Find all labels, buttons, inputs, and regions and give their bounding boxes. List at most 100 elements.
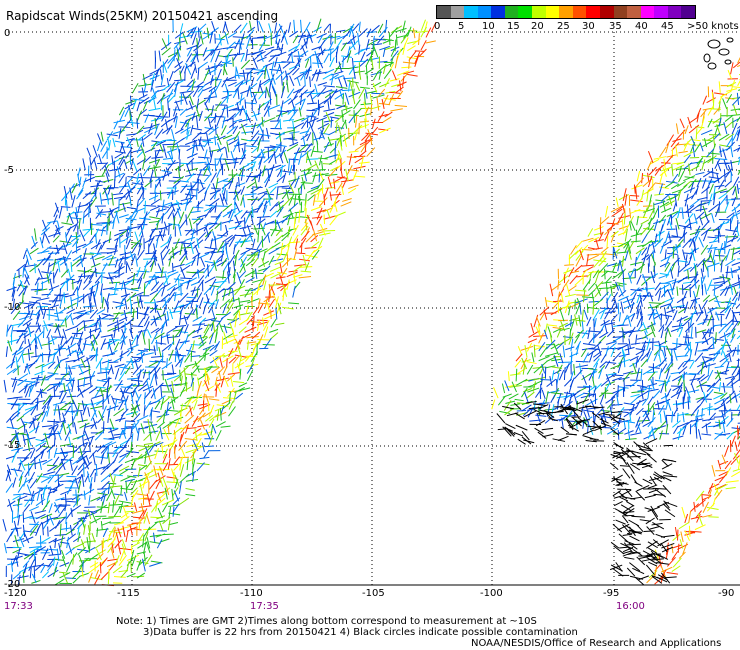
wind-vector <box>249 232 254 242</box>
wind-vector <box>185 493 196 497</box>
wind-vector <box>150 327 160 334</box>
wind-vector <box>650 271 656 284</box>
wind-vector <box>310 112 314 122</box>
wind-vector <box>713 281 725 284</box>
wind-vector <box>294 238 299 250</box>
wind-vector <box>88 565 99 574</box>
wind-vector <box>137 277 143 290</box>
wind-vector <box>246 340 249 350</box>
wind-vector <box>526 342 533 352</box>
wind-vector <box>247 298 260 304</box>
wind-vector <box>11 376 17 388</box>
wind-vector <box>222 402 231 410</box>
wind-vector <box>645 287 650 298</box>
wind-vector <box>312 172 317 183</box>
wind-vector <box>55 308 60 322</box>
wind-vector <box>27 339 32 351</box>
wind-vector <box>533 376 546 381</box>
wind-vector <box>687 116 692 129</box>
wind-vector <box>717 226 721 238</box>
wind-vector <box>190 229 200 236</box>
wind-vector <box>156 299 166 303</box>
wind-vector <box>65 342 77 351</box>
wind-vector <box>306 117 319 124</box>
wind-vector <box>54 324 60 334</box>
wind-vector <box>12 380 18 393</box>
wind-vector <box>642 331 654 340</box>
wind-vector <box>731 364 739 376</box>
wind-vector <box>66 211 75 218</box>
wind-vector <box>275 283 287 286</box>
wind-vector <box>67 345 72 356</box>
wind-vector <box>89 435 94 446</box>
wind-vector <box>206 373 210 385</box>
wind-vector <box>28 301 41 304</box>
wind-vector <box>130 357 134 369</box>
wind-vector <box>144 445 153 453</box>
wind-vector <box>64 577 76 580</box>
wind-vector <box>149 304 159 314</box>
wind-vector <box>574 277 584 286</box>
wind-vector <box>214 202 217 213</box>
wind-vector <box>676 239 684 248</box>
wind-vector <box>135 400 140 412</box>
wind-vector <box>344 92 350 105</box>
wind-vector <box>12 477 17 488</box>
wind-vector <box>702 170 713 178</box>
wind-vector <box>720 369 730 374</box>
wind-vector <box>640 262 644 274</box>
wind-vector <box>407 73 418 77</box>
wind-vector <box>306 153 312 166</box>
wind-vector <box>6 426 19 430</box>
wind-vector <box>188 218 193 230</box>
wind-vector <box>260 148 265 159</box>
wind-vector <box>216 409 220 421</box>
wind-vector <box>52 456 60 466</box>
wind-vector <box>175 45 181 58</box>
wind-vector <box>127 182 133 193</box>
wind-vector <box>156 220 160 230</box>
wind-vector <box>251 257 259 267</box>
wind-vector <box>722 148 727 160</box>
wind-vector <box>214 135 217 146</box>
wind-vector <box>688 236 695 248</box>
wind-vector <box>115 532 120 543</box>
wind-vector <box>155 500 158 512</box>
wind-vector <box>390 46 396 57</box>
wind-vector <box>299 237 307 249</box>
wind-vector <box>335 153 341 164</box>
wind-vector <box>208 198 220 207</box>
wind-vector <box>47 474 55 484</box>
wind-vector <box>594 270 600 284</box>
wind-vector <box>197 377 200 387</box>
wind-vector <box>148 94 157 104</box>
wind-vector <box>323 187 329 200</box>
wind-vector <box>507 371 510 382</box>
wind-vector <box>314 160 319 170</box>
wind-vector <box>268 194 271 206</box>
wind-vector <box>240 238 247 248</box>
wind-vector <box>136 394 142 404</box>
wind-vector <box>258 157 263 170</box>
wind-vector <box>659 224 664 237</box>
wind-vector <box>546 324 558 327</box>
wind-vector <box>166 204 174 213</box>
wind-vector <box>316 48 326 58</box>
wind-vector <box>288 270 298 273</box>
wind-vector <box>102 340 113 345</box>
wind-vector <box>155 112 162 123</box>
wind-vector <box>732 312 735 326</box>
wind-vector <box>627 242 632 254</box>
wind-vector <box>17 378 28 386</box>
wind-vector <box>268 255 275 266</box>
wind-vector <box>101 441 113 448</box>
wind-vector <box>196 99 206 106</box>
wind-vector <box>623 213 626 225</box>
wind-vector <box>618 225 630 230</box>
wind-vector <box>136 197 146 208</box>
wind-vector <box>720 259 723 273</box>
wind-vector <box>94 188 97 199</box>
wind-vector <box>23 530 30 544</box>
wind-vector <box>161 443 164 454</box>
wind-vector <box>44 233 50 244</box>
